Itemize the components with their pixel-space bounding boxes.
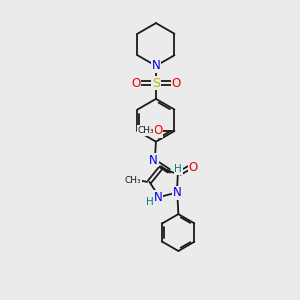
Text: S: S — [152, 76, 160, 90]
Text: CH₃: CH₃ — [137, 126, 154, 135]
Text: N: N — [152, 59, 160, 72]
Text: O: O — [172, 76, 181, 90]
Text: N: N — [154, 191, 163, 204]
Text: O: O — [131, 76, 140, 90]
Text: N: N — [149, 154, 158, 166]
Text: H: H — [174, 164, 182, 174]
Text: CH₃: CH₃ — [124, 176, 141, 184]
Text: O: O — [154, 124, 163, 137]
Text: O: O — [188, 160, 198, 174]
Text: N: N — [173, 186, 182, 199]
Text: H: H — [146, 197, 154, 207]
